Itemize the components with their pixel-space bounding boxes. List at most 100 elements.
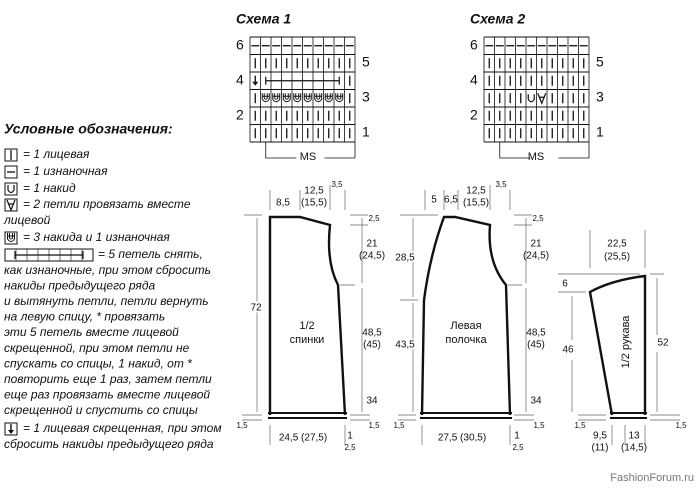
triple-yo xyxy=(335,93,344,103)
dimension: 34 xyxy=(530,396,542,407)
k2tog xyxy=(6,199,16,212)
stitch-grid xyxy=(483,36,590,159)
dimension: (24,5) xyxy=(523,251,549,262)
dimension: 1,5 xyxy=(574,421,586,430)
piece-name: полочка xyxy=(445,334,487,346)
row-number: 5 xyxy=(362,54,370,70)
legend-icon xyxy=(4,165,18,179)
row-number: 1 xyxy=(596,124,604,140)
legend-text: = 1 изнаночная xyxy=(23,164,108,178)
dimension: 1,5 xyxy=(393,421,405,430)
dimension: 22,5 xyxy=(607,239,627,250)
legend-text: лицевой xyxy=(3,213,51,227)
piece-name: 1/2 рукава xyxy=(620,315,632,369)
dimension: 48,5 xyxy=(526,328,546,339)
dimension: 6 xyxy=(562,279,568,290)
dimension: 24,5 (27,5) xyxy=(279,433,327,444)
outline xyxy=(420,215,512,416)
legend-text: = 3 накида и 1 изнаночная xyxy=(23,230,170,244)
back-piece: 8,5 12,5 (15,5) 3,5 2,5 21 (24,5) 72 1/2… xyxy=(236,180,385,452)
piece-name: 1/2 xyxy=(299,320,314,332)
dimension: 9,5 xyxy=(593,431,607,442)
dimension: 1 xyxy=(514,431,520,442)
piece-name: спинки xyxy=(290,334,325,346)
dimension: (45) xyxy=(363,340,381,351)
dimension: (15,5) xyxy=(463,198,489,209)
dimension: 1,5 xyxy=(533,421,545,430)
dimension: 13 xyxy=(628,431,640,442)
scheme-title: Схема 2 xyxy=(470,11,525,27)
dimension: (45) xyxy=(527,340,545,351)
dimension: 28,5 xyxy=(395,253,415,264)
dimension: 5 xyxy=(431,195,437,206)
hem xyxy=(420,412,512,419)
legend-text: как изнаночные, при этом сбросить xyxy=(4,263,211,277)
hem xyxy=(268,412,347,419)
watermark: FashionForum.ru xyxy=(610,472,694,484)
triple-yo xyxy=(272,93,281,103)
row-number: 6 xyxy=(470,37,478,53)
row-number: 1 xyxy=(362,124,370,140)
dimension: 6,5 xyxy=(444,195,458,206)
dimension: 27,5 (30,5) xyxy=(438,433,486,444)
legend-text: = 2 петли провязать вместе xyxy=(23,197,191,211)
dimension: 48,5 xyxy=(362,328,382,339)
legend-text: скрещенной, при этом петли не xyxy=(4,341,190,355)
legend: Условные обозначения: = 1 лицевая = 1 изн… xyxy=(3,121,222,451)
dimension: 1,5 xyxy=(675,421,687,430)
legend-text: еще раз провязать вместе лицевой xyxy=(4,388,210,402)
triple-yo xyxy=(293,93,302,103)
arrow-head xyxy=(252,81,259,86)
row-number: 3 xyxy=(596,89,604,105)
legend-text: накиды предыдущего ряда xyxy=(4,278,155,292)
k2tog xyxy=(537,93,547,105)
legend-icon xyxy=(4,182,18,196)
dimension: 2,5 xyxy=(368,214,380,223)
yarn-over xyxy=(7,185,15,194)
legend-text: = 1 лицевая xyxy=(23,147,90,161)
triple-yo xyxy=(282,93,291,103)
dimension: 1 xyxy=(347,431,353,442)
row-number: 4 xyxy=(236,72,244,88)
row-number: 2 xyxy=(236,107,244,123)
scheme-title: Схема 1 xyxy=(236,11,291,27)
arrow-head xyxy=(8,430,14,434)
dimension: (24,5) xyxy=(359,251,385,262)
yarn-over xyxy=(527,94,535,103)
dimension: (25,5) xyxy=(604,252,630,263)
legend-text: = 5 петель снять, xyxy=(98,247,203,261)
dimension: 12,5 xyxy=(466,186,486,197)
row-number: 3 xyxy=(362,89,370,105)
legend-text: спускать со спицы, 1 накид, от * xyxy=(4,356,192,370)
dimension: 1,5 xyxy=(368,421,380,430)
schemes: Схема 1 6 4 2 5 3 1 MS Схема 2 6 4 2 5 3… xyxy=(236,11,604,163)
dimension: (14,5) xyxy=(621,443,647,454)
front-piece: 5 6,5 12,5 (15,5) 3,5 2,5 28,5 21 (24,5)… xyxy=(393,180,549,452)
dimension: 46 xyxy=(562,345,574,356)
legend-icon xyxy=(4,422,18,436)
dimension: 8,5 xyxy=(276,198,290,209)
outline xyxy=(268,215,347,416)
piece-name: Левая xyxy=(450,320,481,332)
row-number: 6 xyxy=(236,37,244,53)
dimension: 43,5 xyxy=(395,340,415,351)
dimension: 21 xyxy=(530,239,542,250)
dimension: 2,5 xyxy=(532,214,544,223)
triple-yo xyxy=(7,233,15,242)
dimension: (11) xyxy=(591,443,608,454)
legend-text: = 1 накид xyxy=(23,181,76,195)
dimension: 3,5 xyxy=(331,180,343,189)
dimension: 34 xyxy=(366,396,378,407)
legend-icon xyxy=(4,231,18,245)
dimension: 21 xyxy=(366,239,378,250)
dimension: 12,5 xyxy=(304,186,324,197)
triple-yo xyxy=(314,93,323,103)
repeat-label: MS xyxy=(300,151,317,163)
triple-yo xyxy=(324,93,333,103)
legend-text: эти 5 петель вместе лицевой xyxy=(4,325,179,339)
legend-text: скрещенной и спустить со спицы xyxy=(4,403,198,417)
legend-icon xyxy=(4,148,18,162)
legend-text: повторить еще 1 раз, затем петли xyxy=(4,372,212,386)
legend-text: сбросить накиды предыдущего ряда xyxy=(4,437,214,451)
